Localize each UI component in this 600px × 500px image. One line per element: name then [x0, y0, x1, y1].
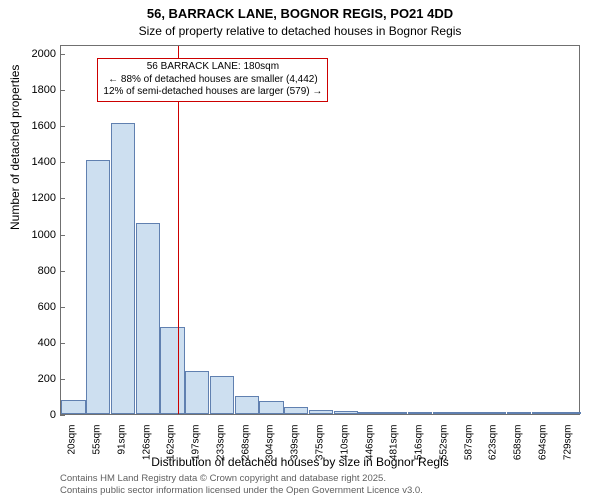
histogram-bar [457, 412, 481, 414]
y-tick-label: 1200 [32, 192, 56, 204]
histogram-bar [210, 376, 234, 414]
y-tick-label: 200 [38, 373, 56, 385]
plot-area: 56 BARRACK LANE: 180sqm← 88% of detached… [60, 45, 580, 415]
x-axis-label: Distribution of detached houses by size … [0, 455, 600, 469]
y-tick-mark [60, 162, 65, 163]
annotation-line: 56 BARRACK LANE: 180sqm [103, 61, 322, 74]
y-tick-mark [60, 235, 65, 236]
y-tick-mark [60, 198, 65, 199]
histogram-bar [532, 412, 556, 414]
histogram-bar [334, 411, 358, 414]
footer-line-1: Contains HM Land Registry data © Crown c… [60, 473, 386, 484]
histogram-bar [507, 412, 531, 414]
y-tick-label: 1000 [32, 229, 56, 241]
y-tick-label: 800 [38, 265, 56, 277]
histogram-bar [433, 412, 457, 414]
y-tick-label: 400 [38, 337, 56, 349]
histogram-bar [556, 412, 580, 414]
y-tick-mark [60, 343, 65, 344]
histogram-bar [111, 123, 135, 414]
y-axis-label: Number of detached properties [8, 65, 22, 230]
y-tick-label: 1800 [32, 84, 56, 96]
histogram-bar [235, 396, 259, 414]
histogram-bar [358, 412, 382, 414]
histogram-bar [309, 410, 333, 415]
y-tick-label: 600 [38, 301, 56, 313]
annotation-line: 12% of semi-detached houses are larger (… [103, 86, 322, 99]
chart-container: 56, BARRACK LANE, BOGNOR REGIS, PO21 4DD… [0, 0, 600, 500]
annotation-line: ← 88% of detached houses are smaller (4,… [103, 74, 322, 87]
histogram-bar [160, 327, 184, 414]
histogram-bar [61, 400, 85, 414]
y-tick-mark [60, 126, 65, 127]
y-tick-mark [60, 415, 65, 416]
footer-line-2: Contains public sector information licen… [60, 485, 423, 496]
chart-title-main: 56, BARRACK LANE, BOGNOR REGIS, PO21 4DD [0, 6, 600, 21]
histogram-bar [136, 223, 160, 414]
y-tick-mark [60, 90, 65, 91]
chart-title-sub: Size of property relative to detached ho… [0, 24, 600, 38]
histogram-bar [259, 401, 283, 414]
y-tick-mark [60, 271, 65, 272]
y-tick-mark [60, 379, 65, 380]
histogram-bar [185, 371, 209, 414]
histogram-bar [482, 412, 506, 414]
y-tick-label: 1400 [32, 156, 56, 168]
y-tick-label: 1600 [32, 120, 56, 132]
histogram-bar [284, 407, 308, 414]
annotation-callout: 56 BARRACK LANE: 180sqm← 88% of detached… [97, 58, 328, 102]
y-tick-mark [60, 54, 65, 55]
histogram-bar [408, 412, 432, 414]
y-tick-mark [60, 307, 65, 308]
y-tick-label: 0 [50, 409, 56, 421]
histogram-bar [383, 412, 407, 414]
histogram-bar [86, 160, 110, 414]
y-tick-label: 2000 [32, 48, 56, 60]
